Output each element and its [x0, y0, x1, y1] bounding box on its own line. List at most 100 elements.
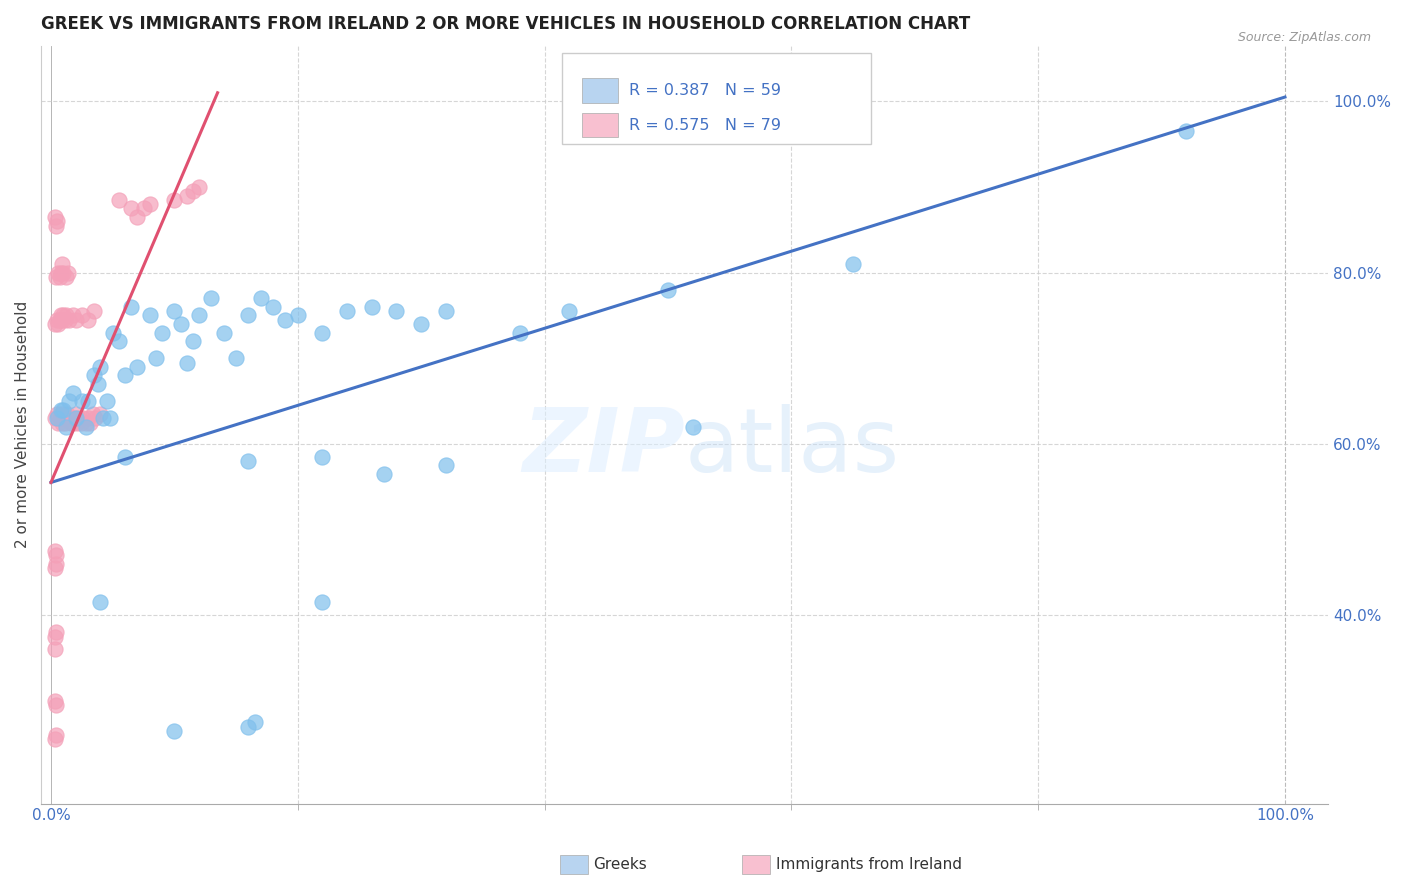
Point	[49, 309, 72, 323]
Point	[48, 312, 70, 326]
Point	[89, 359, 111, 374]
Point	[238, 454, 260, 468]
Point	[657, 283, 679, 297]
Point	[132, 202, 155, 216]
Point	[46, 214, 69, 228]
Point	[163, 193, 186, 207]
FancyBboxPatch shape	[562, 54, 872, 145]
Point	[45, 698, 67, 713]
Point	[138, 197, 160, 211]
Point	[58, 312, 80, 326]
Point	[45, 548, 67, 562]
Point	[84, 411, 107, 425]
Text: atlas: atlas	[685, 404, 900, 491]
Point	[120, 202, 142, 216]
Point	[120, 300, 142, 314]
Point	[44, 642, 66, 657]
Point	[89, 595, 111, 609]
Point	[52, 411, 75, 425]
Point	[48, 411, 70, 425]
Point	[336, 304, 359, 318]
Point	[842, 257, 865, 271]
Point	[75, 419, 97, 434]
Point	[238, 720, 260, 734]
Point	[44, 411, 66, 425]
Point	[45, 728, 67, 742]
Point	[55, 269, 77, 284]
Point	[65, 407, 87, 421]
Text: Immigrants from Ireland: Immigrants from Ireland	[776, 857, 962, 871]
Point	[77, 411, 100, 425]
Point	[49, 407, 72, 421]
Point	[262, 300, 284, 314]
Point	[163, 723, 186, 738]
Point	[44, 544, 66, 558]
Point	[127, 210, 149, 224]
Point	[238, 309, 260, 323]
Point	[114, 450, 136, 464]
Point	[212, 326, 235, 340]
Point	[70, 309, 93, 323]
Point	[55, 419, 77, 434]
Point	[51, 257, 73, 271]
Point	[45, 557, 67, 571]
Point	[311, 595, 333, 609]
Point	[46, 312, 69, 326]
Point	[48, 317, 70, 331]
Point	[243, 715, 266, 730]
Point	[51, 416, 73, 430]
Point	[56, 407, 79, 421]
Point	[108, 193, 131, 207]
Point	[558, 304, 581, 318]
Point	[65, 312, 87, 326]
Point	[138, 309, 160, 323]
FancyBboxPatch shape	[582, 78, 617, 103]
Point	[46, 407, 69, 421]
Point	[91, 411, 114, 425]
Point	[176, 188, 198, 202]
Point	[188, 180, 211, 194]
Point	[46, 411, 69, 425]
Point	[62, 309, 84, 323]
Point	[79, 416, 101, 430]
Point	[70, 394, 93, 409]
Point	[58, 411, 80, 425]
Point	[58, 394, 80, 409]
Point	[360, 300, 382, 314]
Point	[44, 630, 66, 644]
Text: GREEK VS IMMIGRANTS FROM IRELAND 2 OR MORE VEHICLES IN HOUSEHOLD CORRELATION CHA: GREEK VS IMMIGRANTS FROM IRELAND 2 OR MO…	[41, 15, 970, 33]
Point	[150, 326, 173, 340]
Point	[169, 317, 191, 331]
Point	[53, 312, 76, 326]
Point	[44, 694, 66, 708]
Point	[55, 411, 77, 425]
Point	[385, 304, 408, 318]
Text: Greeks: Greeks	[593, 857, 647, 871]
Point	[62, 416, 84, 430]
Point	[45, 269, 67, 284]
Point	[52, 402, 75, 417]
Point	[48, 416, 70, 430]
Point	[62, 385, 84, 400]
Point	[52, 309, 75, 323]
Point	[114, 368, 136, 383]
Point	[311, 450, 333, 464]
Point	[509, 326, 531, 340]
Point	[75, 416, 97, 430]
Point	[1175, 124, 1198, 138]
Text: ZIP: ZIP	[522, 404, 685, 491]
Point	[63, 411, 86, 425]
Point	[52, 266, 75, 280]
Point	[77, 394, 100, 409]
Point	[66, 416, 89, 430]
Point	[83, 368, 105, 383]
Point	[127, 359, 149, 374]
Point	[48, 269, 70, 284]
Point	[163, 304, 186, 318]
Point	[145, 351, 167, 366]
Point	[87, 376, 110, 391]
Point	[45, 219, 67, 233]
Point	[82, 407, 104, 421]
Point	[96, 394, 118, 409]
Point	[67, 411, 90, 425]
